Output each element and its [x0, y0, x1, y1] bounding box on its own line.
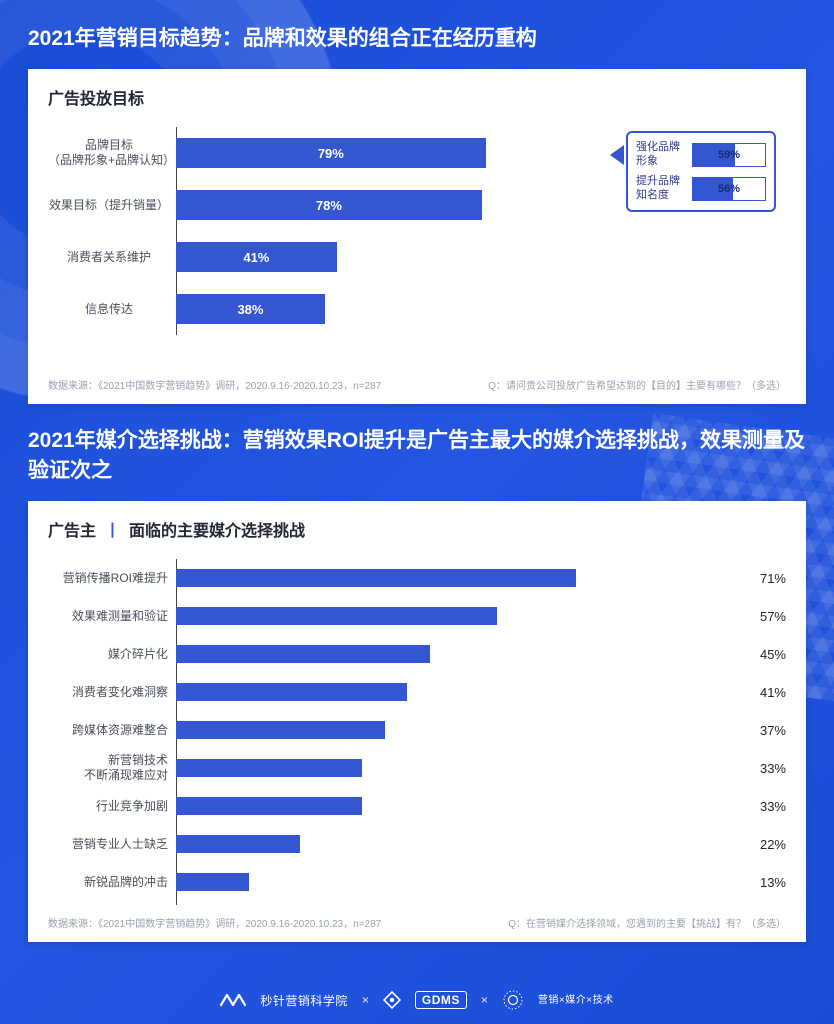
- footer-x1: ×: [362, 993, 369, 1007]
- chart2-bar: [176, 721, 385, 739]
- gdms-logo-icon: [383, 991, 401, 1009]
- chart2-bar: [176, 797, 362, 815]
- chart2-row: 消费者变化难洞察 41%: [48, 673, 786, 711]
- callout-row: 提升品牌知名度 56%: [636, 175, 766, 203]
- chart2-value: 13%: [740, 875, 786, 890]
- chart2-row: 新锐品牌的冲击 13%: [48, 863, 786, 901]
- chart2-value: 22%: [740, 837, 786, 852]
- chart1-label: 效果目标（提升销量）: [48, 198, 176, 214]
- callout-bar-track: 56%: [692, 177, 766, 201]
- card1-title: 广告投放目标: [48, 85, 786, 109]
- brand-goal-callout: 强化品牌形象 59% 提升品牌知名度 56%: [626, 131, 776, 212]
- chart2-bar: [176, 683, 407, 701]
- card2-title-post: 面临的主要媒介选择挑战: [129, 523, 305, 540]
- chart1-row: 效果目标（提升销量）78%: [48, 179, 568, 231]
- callout-bar-track: 59%: [692, 143, 766, 167]
- callout-row: 强化品牌形象 59%: [636, 141, 766, 169]
- chart1-bar: 38%: [176, 294, 325, 324]
- callout-value: 56%: [693, 178, 765, 200]
- chart2-track: [176, 835, 740, 853]
- chart2-value: 41%: [740, 685, 786, 700]
- chart1-row: 品牌目标（品牌形象+品牌认知）79%: [48, 127, 568, 179]
- footer-brand2: GDMS: [415, 991, 467, 1009]
- chart2-row: 新营销技术不断涌现难应对 33%: [48, 749, 786, 787]
- card-ad-goals: 广告投放目标 品牌目标（品牌形象+品牌认知）79%效果目标（提升销量）78%消费…: [28, 69, 806, 404]
- chart2-label: 跨媒体资源难整合: [48, 723, 176, 738]
- chart2-label: 媒介碎片化: [48, 647, 176, 662]
- chart2-row: 跨媒体资源难整合 37%: [48, 711, 786, 749]
- chart1-label: 品牌目标（品牌形象+品牌认知）: [48, 138, 176, 169]
- chart2-value: 57%: [740, 609, 786, 624]
- chart1-label: 信息传达: [48, 302, 176, 318]
- chart2-track: [176, 683, 740, 701]
- callout-arrow-icon: [610, 145, 624, 165]
- card2-source-row: 数据来源：《2021中国数字营销趋势》调研，2020.9.16-2020.10.…: [48, 915, 786, 930]
- callout-label: 提升品牌知名度: [636, 175, 686, 203]
- card2-source-left: 数据来源：《2021中国数字营销趋势》调研，2020.9.16-2020.10.…: [48, 915, 381, 930]
- chart1-row: 信息传达38%: [48, 283, 568, 335]
- chart-ad-goals: 品牌目标（品牌形象+品牌认知）79%效果目标（提升销量）78%消费者关系维护41…: [48, 127, 786, 367]
- chart1-bar: 78%: [176, 190, 482, 220]
- chart2-bar: [176, 835, 300, 853]
- chart1-track: 79%: [176, 138, 568, 168]
- chart2-track: [176, 873, 740, 891]
- chart2-value: 33%: [740, 799, 786, 814]
- chart2-track: [176, 569, 740, 587]
- cmo-logo-icon: [502, 989, 524, 1011]
- chart2-label: 营销传播ROI难提升: [48, 571, 176, 586]
- card2-title: 广告主 丨 面临的主要媒介选择挑战: [48, 517, 786, 541]
- card2-source-right: Q：在营销媒介选择领域，您遇到的主要【挑战】有？（多选）: [508, 915, 786, 930]
- chart1-track: 41%: [176, 242, 568, 272]
- chart2-label: 新营销技术不断涌现难应对: [48, 753, 176, 783]
- chart2-label: 消费者变化难洞察: [48, 685, 176, 700]
- footer-brand1: 秒针营销科学院: [260, 992, 348, 1009]
- section1-headline: 2021年营销目标趋势：品牌和效果的组合正在经历重构: [28, 24, 806, 53]
- chart1-track: 38%: [176, 294, 568, 324]
- card-media-challenges: 广告主 丨 面临的主要媒介选择挑战 营销传播ROI难提升 71% 效果难测量和验证 5…: [28, 501, 806, 942]
- chart1-label: 消费者关系维护: [48, 250, 176, 266]
- chart2-label: 行业竞争加剧: [48, 799, 176, 814]
- footer-brand3: 营销×媒介×技术: [538, 995, 614, 1006]
- callout-label: 强化品牌形象: [636, 141, 686, 169]
- footer-x2: ×: [481, 993, 488, 1007]
- chart2-bar: [176, 569, 576, 587]
- card2-title-pre: 广告主: [48, 523, 96, 540]
- chart2-track: [176, 721, 740, 739]
- chart2-label: 效果难测量和验证: [48, 609, 176, 624]
- chart2-track: [176, 607, 740, 625]
- footer: 秒针营销科学院 × GDMS × 营销×媒介×技术: [0, 976, 834, 1024]
- chart2-bar: [176, 873, 249, 891]
- chart1-track: 78%: [176, 190, 568, 220]
- chart2-track: [176, 797, 740, 815]
- chart2-value: 33%: [740, 761, 786, 776]
- chart2-bar: [176, 645, 430, 663]
- chart2-track: [176, 645, 740, 663]
- chart2-value: 45%: [740, 647, 786, 662]
- card1-source-row: 数据来源：《2021中国数字营销趋势》调研，2020.9.16-2020.10.…: [48, 377, 786, 392]
- chart2-value: 37%: [740, 723, 786, 738]
- section2-headline: 2021年媒介选择挑战：营销效果ROI提升是广告主最大的媒介选择挑战，效果测量及…: [28, 426, 806, 485]
- chart2-row: 媒介碎片化 45%: [48, 635, 786, 673]
- chart1-bar: 41%: [176, 242, 337, 272]
- callout-value: 59%: [693, 144, 765, 166]
- chart-media-challenges: 营销传播ROI难提升 71% 效果难测量和验证 57% 媒介碎片化 45% 消费者变化难洞察…: [48, 559, 786, 905]
- chart1-row: 消费者关系维护41%: [48, 231, 568, 283]
- title-divider-icon: 丨: [104, 523, 120, 540]
- chart2-track: [176, 759, 740, 777]
- chart2-row: 营销专业人士缺乏 22%: [48, 825, 786, 863]
- chart1-bar: 79%: [176, 138, 486, 168]
- chart2-row: 效果难测量和验证 57%: [48, 597, 786, 635]
- chart2-row: 行业竞争加剧 33%: [48, 787, 786, 825]
- card1-source-left: 数据来源：《2021中国数字营销趋势》调研，2020.9.16-2020.10.…: [48, 377, 381, 392]
- card1-source-right: Q：请问贵公司投放广告希望达到的【目的】主要有哪些？（多选）: [488, 377, 786, 392]
- chart2-label: 营销专业人士缺乏: [48, 837, 176, 852]
- miaozhen-logo-icon: [220, 991, 246, 1009]
- chart2-bar: [176, 759, 362, 777]
- chart2-row: 营销传播ROI难提升 71%: [48, 559, 786, 597]
- chart2-label: 新锐品牌的冲击: [48, 875, 176, 890]
- chart2-bar: [176, 607, 497, 625]
- chart2-value: 71%: [740, 571, 786, 586]
